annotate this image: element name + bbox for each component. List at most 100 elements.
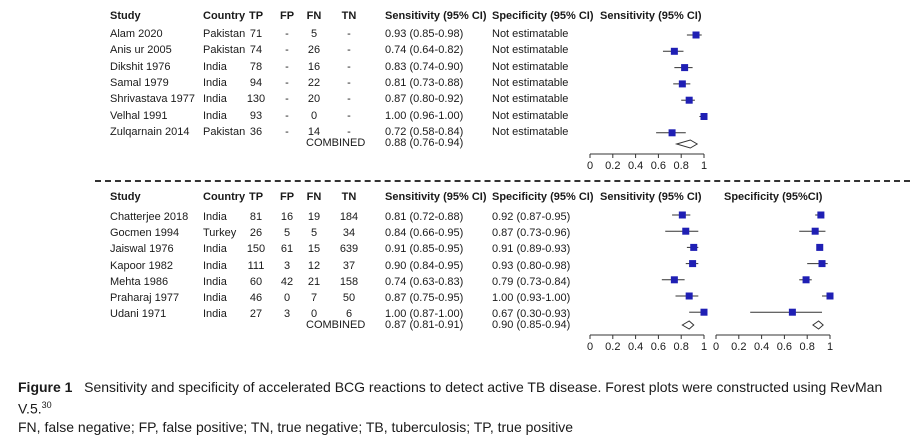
row-tn: 639: [339, 243, 359, 256]
row-sens: 0.87 (0.75-0.95): [385, 292, 464, 304]
row-tp: 27: [249, 308, 263, 321]
row-tp: 26: [249, 227, 263, 240]
row-study: Anis ur 2005: [110, 44, 172, 57]
row-country: India: [203, 109, 227, 122]
row-fn: 12: [307, 259, 321, 272]
row-study: Udani 1971: [110, 308, 167, 321]
row-country: Pakistan: [203, 44, 246, 57]
row-spec: Not estimatable: [492, 28, 569, 40]
row-tp: 94: [249, 76, 263, 89]
tick-label: 0: [587, 341, 593, 353]
row-tn: -: [347, 93, 351, 106]
row-fp: -: [285, 60, 289, 73]
row-fp: 61: [280, 243, 294, 256]
row-study: Shrivastava 1977: [110, 93, 195, 106]
header-spec: Specificity (95% CI): [492, 10, 594, 22]
row-sens: 0.84 (0.66-0.95): [385, 227, 464, 240]
row-spec: Not estimatable: [492, 93, 569, 106]
tick-label: 0.6: [651, 341, 666, 353]
tick-label: 0.4: [628, 341, 643, 353]
tick-label: 0.8: [674, 341, 689, 353]
point-marker: [788, 308, 796, 316]
row-country: India: [203, 211, 227, 223]
row-study: Zulqarnain 2014: [110, 125, 190, 138]
row-fp: -: [285, 44, 289, 57]
row-sens: 0.91 (0.85-0.95): [385, 243, 464, 256]
header-tn: TN: [341, 191, 357, 203]
row-country: India: [203, 292, 227, 304]
row-sens: 0.90 (0.84-0.95): [385, 259, 464, 272]
row-country: Pakistan: [203, 125, 246, 138]
caption-label: Figure 1: [18, 379, 73, 395]
point-marker: [681, 64, 689, 72]
row-tn: -: [347, 28, 351, 40]
point-marker: [678, 80, 686, 88]
point-marker: [670, 276, 678, 284]
row-fp: -: [285, 28, 289, 40]
row-spec: 0.87 (0.73-0.96): [492, 227, 571, 240]
tick-label: 0.2: [605, 160, 620, 172]
point-marker: [685, 292, 693, 300]
point-marker: [811, 227, 819, 235]
tick-label: 0.2: [605, 341, 620, 353]
row-fp: -: [285, 109, 289, 122]
row-country: Turkey: [203, 227, 237, 240]
header-study: Study: [110, 10, 141, 22]
header-tp: TP: [248, 191, 264, 203]
combined-diamond: [681, 320, 695, 330]
point-marker: [668, 129, 676, 137]
point-marker: [689, 260, 697, 268]
row-country: India: [203, 275, 227, 288]
row-study: Gocmen 1994: [110, 227, 180, 240]
point-marker: [682, 227, 690, 235]
header-tn: TN: [341, 10, 357, 22]
row-tp: 60: [249, 275, 263, 288]
row-tp: 111: [247, 259, 265, 272]
row-sens: 0.74 (0.63-0.83): [385, 275, 464, 288]
row-fn: 5: [310, 227, 318, 240]
header-fp: FP: [279, 191, 295, 203]
row-country: India: [203, 93, 227, 106]
figure-caption: Figure 1 Sensitivity and specificity of …: [18, 378, 908, 436]
row-tn: 37: [342, 259, 356, 272]
row-spec: Not estimatable: [492, 44, 569, 57]
row-fn: 21: [307, 275, 321, 288]
row-fp: 5: [283, 227, 291, 240]
tick-label: 1: [701, 341, 707, 353]
row-fp: 3: [283, 308, 291, 321]
point-marker: [678, 211, 686, 219]
row-study: Dikshit 1976: [110, 60, 171, 73]
caption-text: Sensitivity and specificity of accelerat…: [18, 379, 883, 417]
row-sens: 0.87 (0.80-0.92): [385, 93, 464, 106]
row-fp: 0: [283, 292, 291, 304]
header-sens: Sensitivity (95% CI): [385, 10, 487, 22]
tick-label: 0.6: [651, 160, 666, 172]
point-marker: [700, 113, 708, 120]
section-divider: [95, 180, 910, 182]
header-sens: Sensitivity (95% CI): [385, 191, 487, 203]
row-tn: -: [347, 60, 351, 73]
row-spec: 0.93 (0.80-0.98): [492, 259, 571, 272]
row-spec: 0.67 (0.30-0.93): [492, 308, 571, 321]
row-spec: Not estimatable: [492, 125, 569, 138]
tick-label: 1: [701, 160, 707, 172]
row-tn: -: [347, 44, 351, 57]
tick-label: 1: [827, 341, 833, 353]
plot-header: Specificity (95%CI): [724, 191, 823, 203]
row-study: Alam 2020: [110, 28, 163, 40]
tick-label: 0.8: [674, 160, 689, 172]
row-fn: 5: [310, 28, 318, 40]
row-fn: 14: [307, 125, 321, 138]
row-fn: 20: [307, 93, 321, 106]
caption-abbrev: FN, false negative; FP, false positive; …: [18, 418, 574, 435]
row-tn: -: [347, 125, 351, 138]
point-marker: [700, 308, 708, 316]
header-tp: TP: [248, 10, 264, 22]
combined-sens: 0.87 (0.81-0.91): [385, 319, 464, 331]
row-tn: 184: [339, 211, 359, 223]
point-marker: [690, 243, 698, 251]
row-tp: 78: [249, 60, 263, 73]
row-fn: 0: [310, 109, 318, 122]
row-tp: 46: [249, 292, 263, 304]
point-marker: [692, 31, 700, 39]
